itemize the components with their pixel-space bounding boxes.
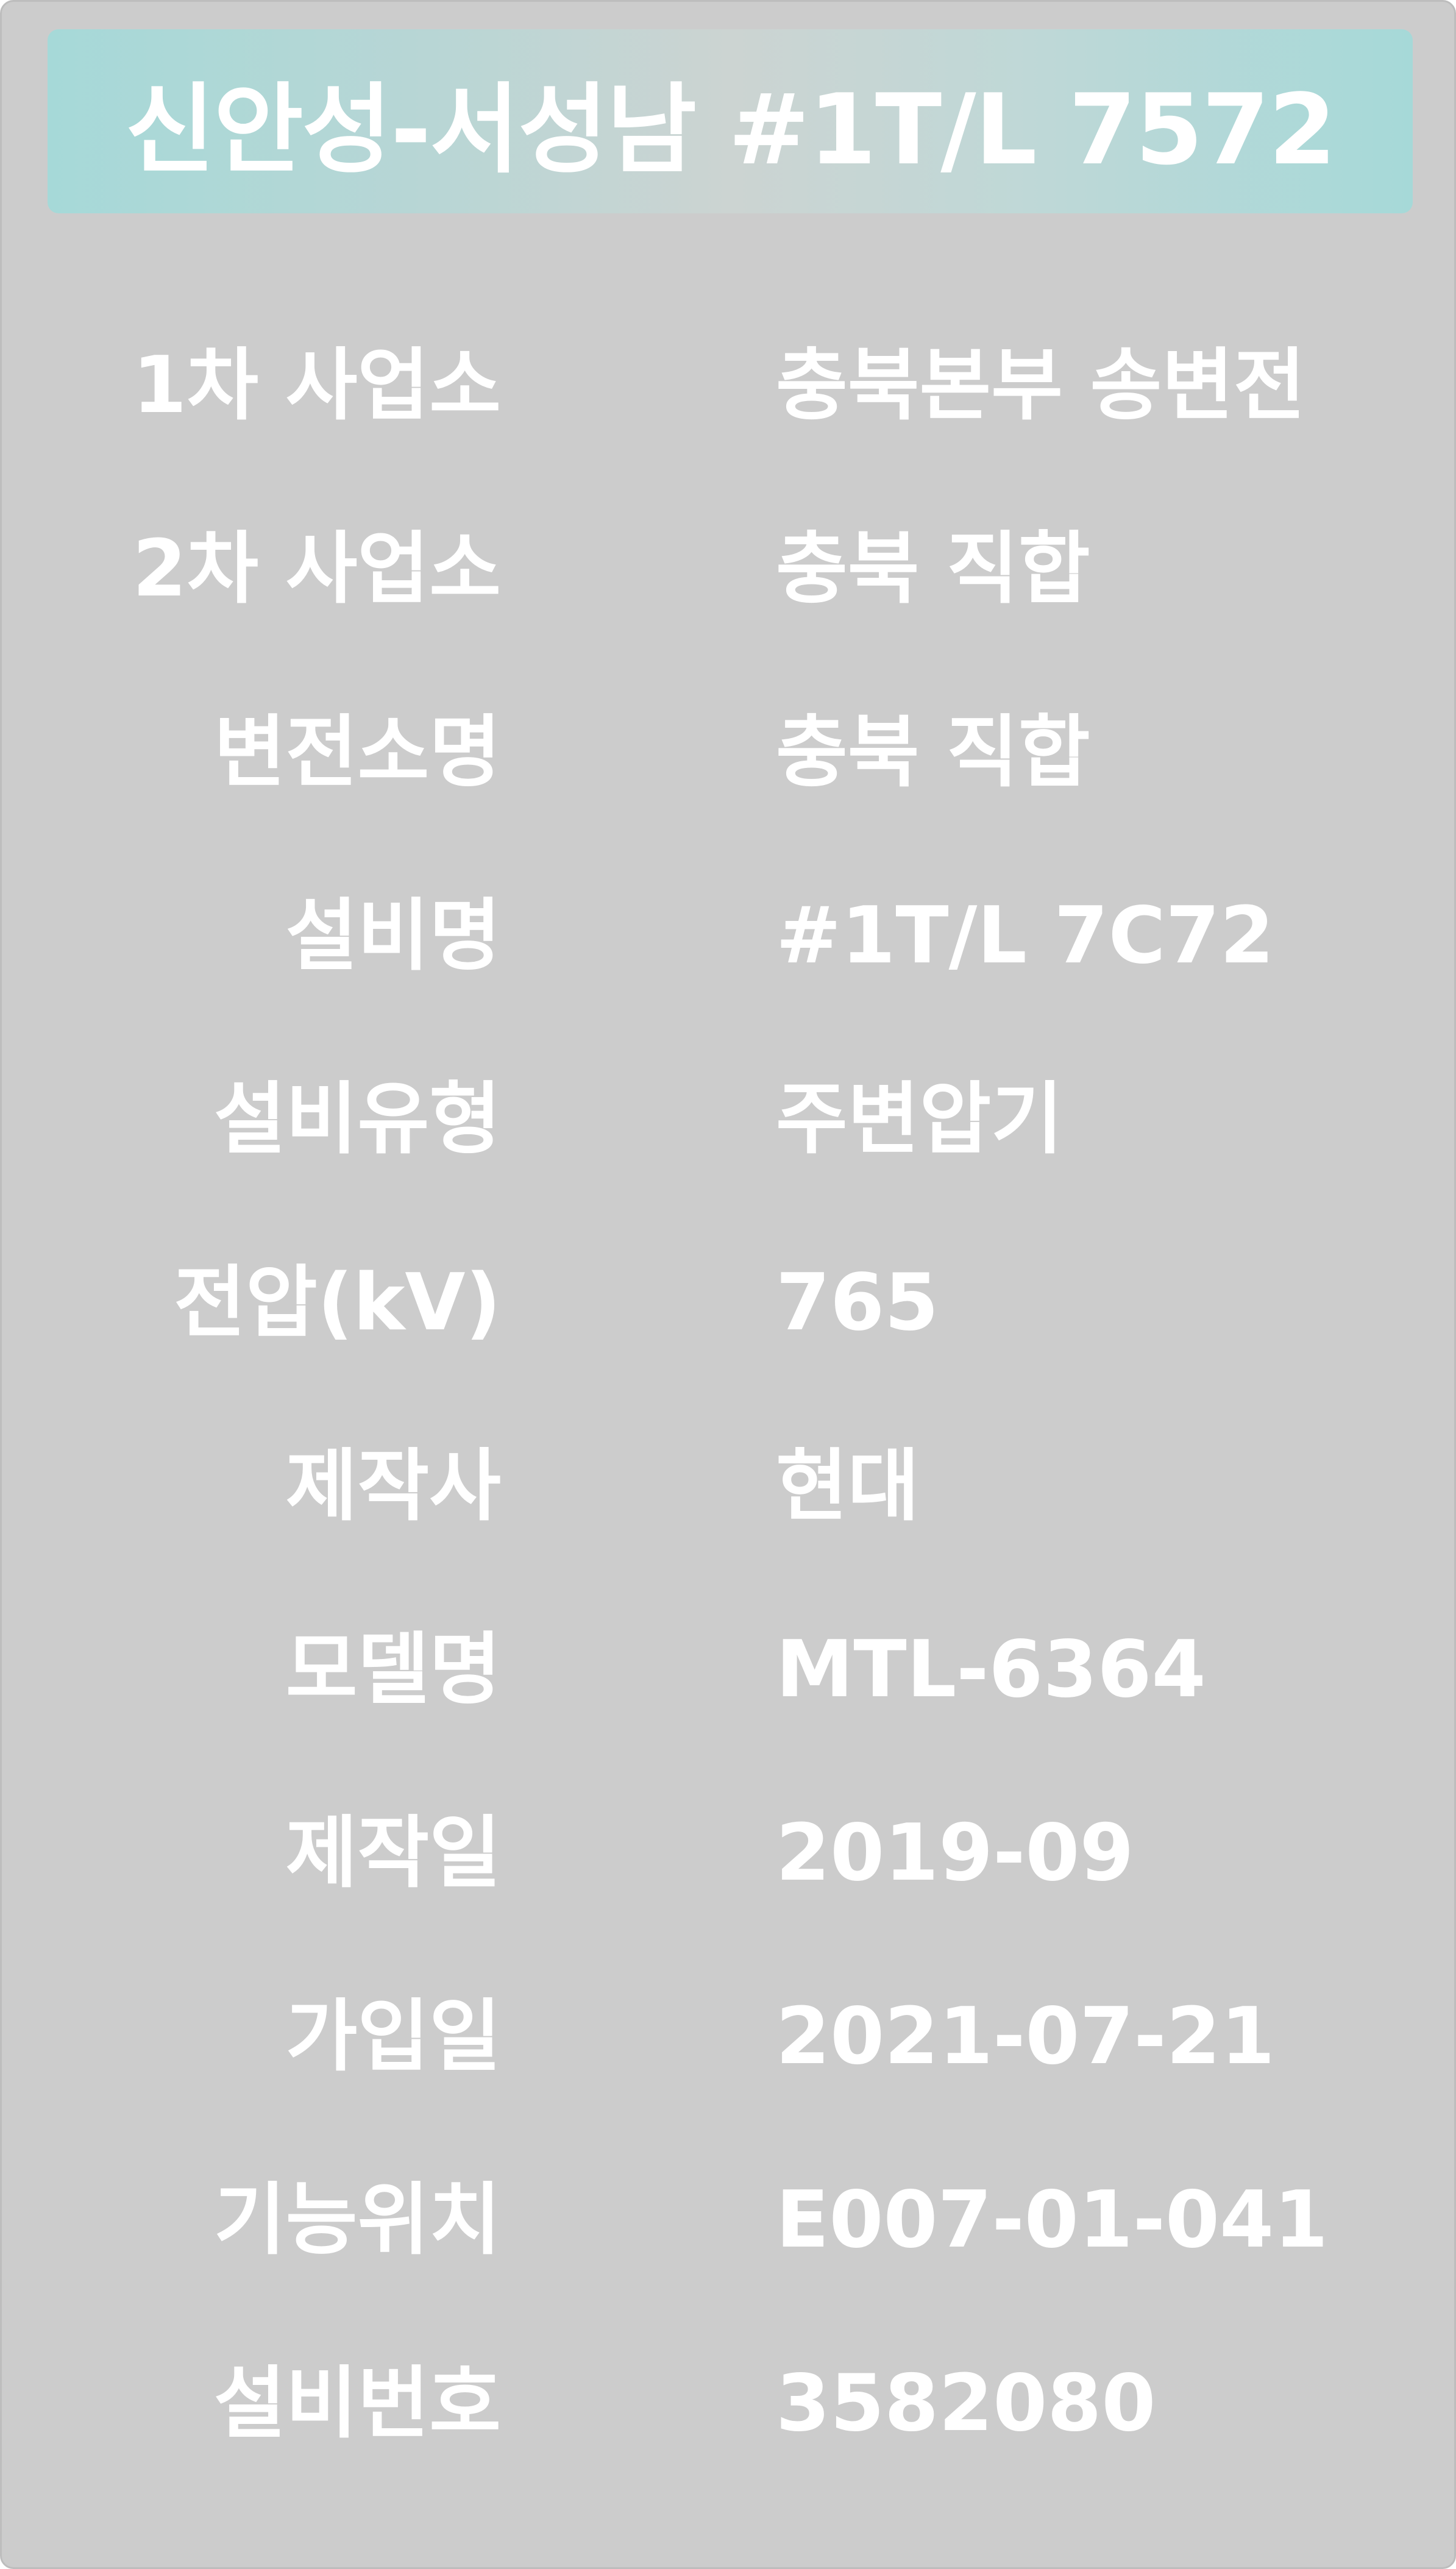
info-rows: 1차 사업소 충북본부 송변전 2차 사업소 충북 직합 변전소명 충북 직합 … [2,288,1456,2490]
info-row-substation-name: 변전소명 충북 직합 [2,655,1456,839]
label-voltage: 전압(kV) [174,1257,501,1348]
info-row-manufacturer: 제작사 현대 [2,1389,1456,1572]
value-registration-date: 2021-07-21 [776,1991,1275,2082]
info-row-voltage: 전압(kV) 765 [2,1206,1456,1389]
info-row-equipment-name: 설비명 #1T/L 7C72 [2,839,1456,1022]
label-model-name: 모델명 [285,1624,501,1715]
info-row-secondary-office: 2차 사업소 충북 직합 [2,472,1456,655]
card-title: 신안성-서성남 #1T/L 7572 [125,73,1336,187]
value-manufacturer: 현대 [776,1441,920,1532]
label-manufacturer: 제작사 [285,1441,501,1532]
value-secondary-office: 충북 직합 [776,524,1090,614]
label-secondary-office: 2차 사업소 [132,524,501,614]
value-equipment-type: 주변압기 [776,1074,1064,1165]
label-equipment-number: 설비번호 [213,2358,501,2449]
info-row-registration-date: 가입일 2021-07-21 [2,1939,1456,2123]
info-row-functional-location: 기능위치 E007-01-041 [2,2123,1456,2306]
value-voltage: 765 [776,1257,939,1348]
title-bar: 신안성-서성남 #1T/L 7572 [48,29,1413,213]
label-functional-location: 기능위치 [213,2175,501,2265]
value-equipment-name: #1T/L 7C72 [776,890,1274,981]
label-primary-office: 1차 사업소 [132,340,501,431]
label-substation-name: 변전소명 [213,707,501,798]
value-functional-location: E007-01-041 [776,2175,1329,2265]
value-substation-name: 충북 직합 [776,707,1090,798]
label-equipment-name: 설비명 [285,890,501,981]
value-primary-office: 충북본부 송변전 [776,340,1305,431]
info-row-equipment-number: 설비번호 3582080 [2,2306,1456,2490]
info-row-primary-office: 1차 사업소 충북본부 송변전 [2,288,1456,472]
label-registration-date: 가입일 [285,1991,501,2082]
label-equipment-type: 설비유형 [213,1074,501,1165]
info-row-equipment-type: 설비유형 주변압기 [2,1022,1456,1206]
info-row-model-name: 모델명 MTL-6364 [2,1572,1456,1756]
value-manufacture-date: 2019-09 [776,1808,1134,1899]
value-model-name: MTL-6364 [776,1624,1206,1715]
value-equipment-number: 3582080 [776,2358,1156,2449]
label-manufacture-date: 제작일 [285,1808,501,1899]
info-row-manufacture-date: 제작일 2019-09 [2,1756,1456,1939]
